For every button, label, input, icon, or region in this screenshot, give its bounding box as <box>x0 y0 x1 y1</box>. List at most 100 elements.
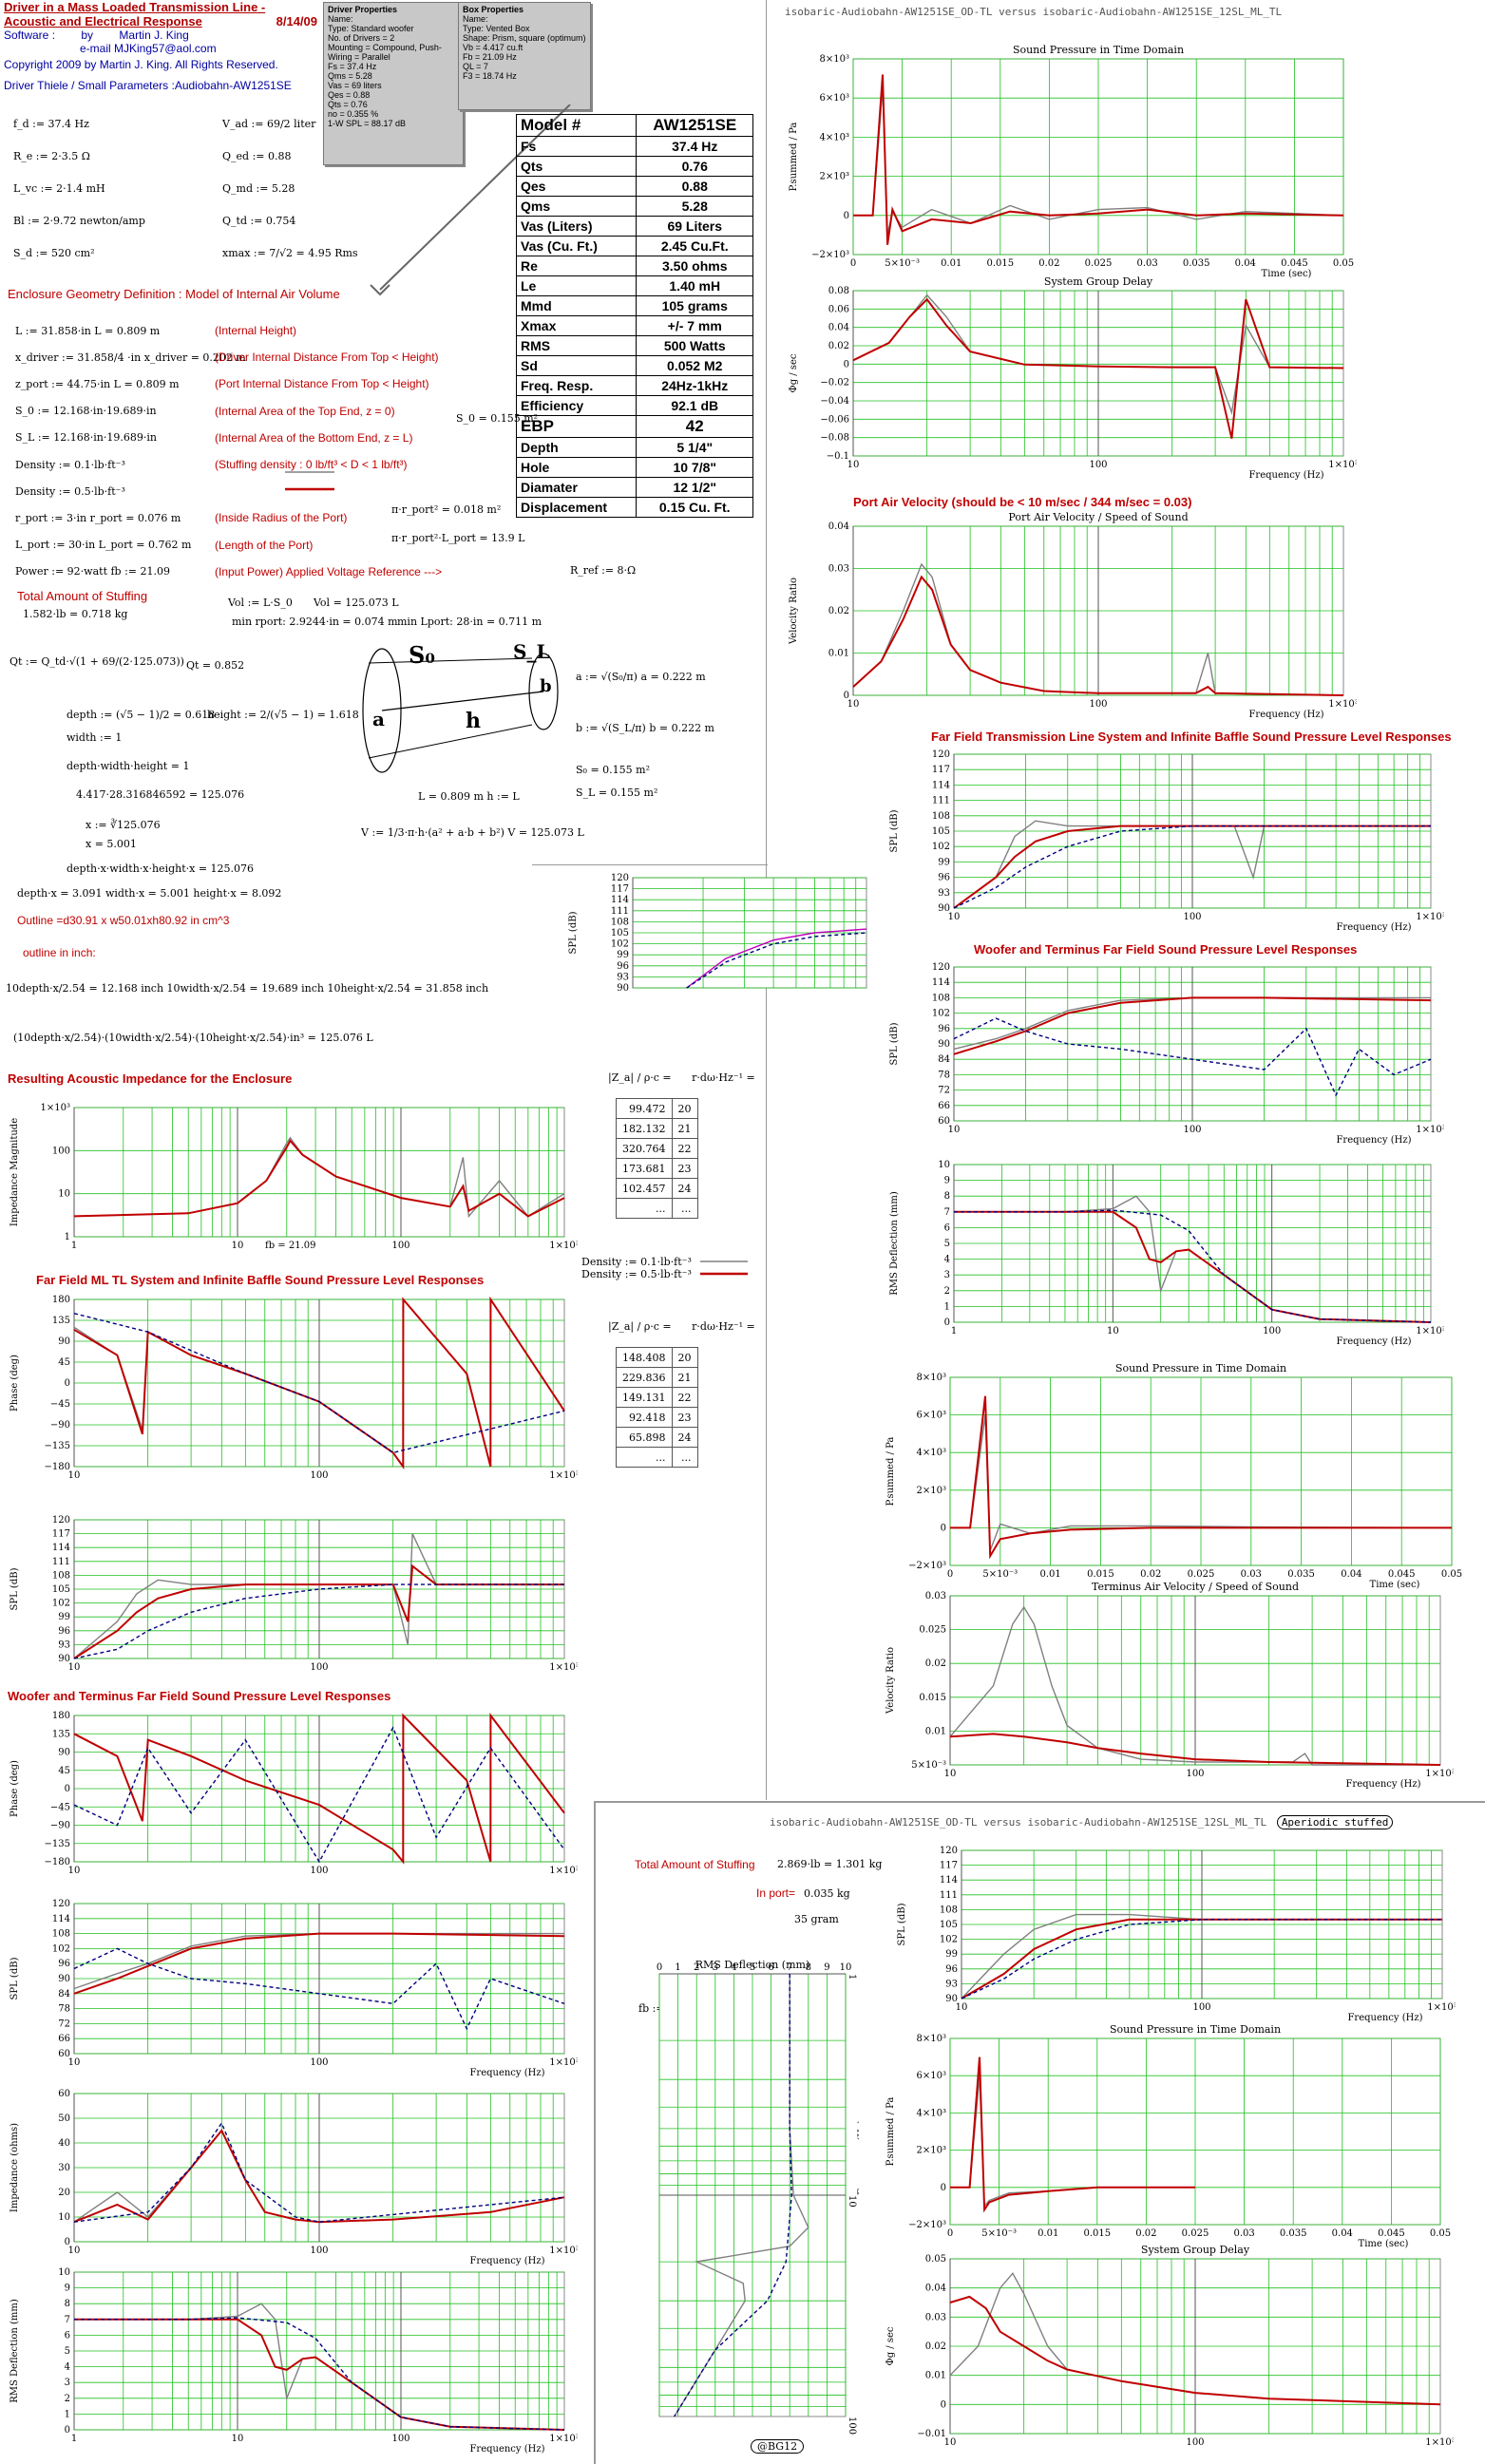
spec-row: Le 1.40 mH <box>515 275 753 296</box>
series-line-1 <box>73 1139 565 1218</box>
x-tick-label: 0 <box>947 2228 953 2239</box>
y-tick-label: 102 <box>52 1599 70 1609</box>
y-tick-label: 90 <box>58 1654 70 1664</box>
software-label: Software : <box>4 28 56 42</box>
chart-bottom-time: Sound Pressure in Time Domain−2×10³02×10… <box>885 2023 1451 2249</box>
title-line1: Driver in a Mass Loaded Transmission Lin… <box>4 0 266 14</box>
spec-value: 0.052 M2 <box>636 355 753 376</box>
imp-freq: 24 <box>671 1427 698 1448</box>
y-tick-label: 4 <box>944 1255 950 1265</box>
geometry-eq: Density := 0.1·lb·ft⁻³ <box>15 458 125 471</box>
x-axis-label: Frequency (Hz) <box>1248 710 1323 720</box>
y-tick-label: 102 <box>52 1943 70 1954</box>
x-tick-label: 0.015 <box>1083 2228 1111 2239</box>
y-tick-label: 5 <box>750 1962 755 1973</box>
imp-freq: 24 <box>671 1178 698 1199</box>
spec-label: Displacement <box>515 497 638 518</box>
series-line-1 <box>73 1932 565 1995</box>
ts-param-row: L_vc := 2·1.4 mH Q_md := 5.28 <box>13 182 412 215</box>
series-line-1 <box>73 2129 565 2224</box>
imp-table2-head: |Z_a| / ρ·c = r·dω·Hz⁻¹ = <box>608 1320 755 1333</box>
x-tick-label: 0.03 <box>1233 2228 1254 2239</box>
y-tick-label: 0.01 <box>828 649 849 659</box>
series-line-1 <box>953 996 1432 1055</box>
imp-table1-head-a: |Z_a| / ρ·c = <box>608 1071 672 1084</box>
y-tick-label: 3 <box>65 2378 70 2388</box>
x-val: x = 5.001 <box>86 838 137 850</box>
x-axis-label: Time (sec) <box>1359 2239 1409 2249</box>
x-axis-label: Frequency (Hz) <box>1336 1336 1411 1347</box>
x-tick-label: 0.045 <box>1281 258 1308 269</box>
box-properties-popup[interactable]: Box Properties Name: Type: Vented Box Shap… <box>458 2 591 110</box>
spec-value: 12 1/2" <box>636 477 753 498</box>
email[interactable]: e-mail MJKing57@aol.com <box>80 42 217 55</box>
spec-row: Qes 0.88 <box>515 176 753 197</box>
geometry-note: (Internal Height) <box>215 324 297 338</box>
imp-table2-head-a: |Z_a| / ρ·c = <box>608 1320 672 1333</box>
spec-value: 0.88 <box>636 176 753 197</box>
geometry-rows: L := 31.858·in L = 0.809 m (Internal Heig… <box>15 317 509 585</box>
spec-row: Qms 5.28 <box>515 196 753 217</box>
frustum-diagram: S₀ S_L a b h <box>362 640 559 773</box>
y-tick-label: 0.03 <box>925 2312 946 2322</box>
y-tick-label: 96 <box>945 1964 958 1975</box>
imp-freq: 23 <box>671 1407 698 1428</box>
x-tick-label: 100 <box>1089 699 1107 710</box>
imp-row: 173.681 23 <box>616 1158 698 1179</box>
x-axis-label: Time (sec) <box>1262 269 1312 279</box>
bottom-in-port: In port= <box>756 1886 796 1900</box>
y-axis-label: Phase (deg) <box>10 1355 20 1412</box>
imp-value: 182.132 <box>616 1118 673 1139</box>
imp-freq: 20 <box>671 1098 698 1119</box>
imp-value: 102.457 <box>616 1178 673 1199</box>
y-tick-label: 0.015 <box>919 1693 946 1703</box>
density-legend: Density := 0.1·lb·ft⁻³ Density := 0.5·lb… <box>581 1256 752 1280</box>
y-tick-label: 5 <box>65 2346 70 2357</box>
y-axis-label: SPL (dB) <box>10 1567 20 1610</box>
geometry-note: (Internal Area of the Top End, z = 0) <box>215 404 395 418</box>
y-tick-label: 96 <box>58 1626 70 1637</box>
y-tick-label: 90 <box>938 1039 950 1050</box>
imp-value: 173.681 <box>616 1158 673 1179</box>
y-tick-label: 105 <box>611 928 629 938</box>
spec-value: 24Hz-1kHz <box>636 375 753 396</box>
bottom-caption-text: isobaric-Audiobahn-AW1251SE_OD-TL versus… <box>770 1816 1267 1829</box>
x-tick-label: 100 <box>1192 2002 1210 2013</box>
spec-label: EBP <box>515 415 638 438</box>
y-tick-label: 96 <box>938 1024 950 1034</box>
x-tick-label: 1×10³ <box>1427 2002 1456 2013</box>
woofer-heading-right: Woofer and Terminus Far Field Sound Pres… <box>974 942 1358 957</box>
x-tick-label: 0.04 <box>1341 1569 1361 1580</box>
driver-properties-popup-line: no = 0.355 % <box>328 109 379 119</box>
series-line-1 <box>949 1733 1441 1766</box>
driver-params-heading: Driver Thiele / Small Parameters :Audiob… <box>4 79 292 92</box>
spec-table: Model # AW1251SE Fs 37.4 Hz Qts 0.76 Qes 0.88 Qm… <box>515 114 753 518</box>
spec-value: 0.15 Cu. Ft. <box>636 497 753 518</box>
geometry-eq: L := 31.858·in L = 0.809 m <box>15 324 161 337</box>
y-tick-label: 60 <box>58 2089 70 2099</box>
driver-properties-popup-line: Name: <box>328 14 353 24</box>
y-tick-label: 7 <box>787 1962 792 1973</box>
y-tick-label: 120 <box>940 1846 958 1856</box>
imp-value: ... <box>616 1198 673 1219</box>
y-tick-label: 96 <box>938 873 950 883</box>
x-tick-label: 0.05 <box>1430 2228 1451 2239</box>
y-tick-label: 6 <box>944 1223 950 1233</box>
y-tick-label: 96 <box>58 1959 70 1969</box>
y-tick-label: −45 <box>50 1802 70 1812</box>
x-tick-label: 1×10³ <box>549 2246 578 2256</box>
y-tick-label: 0 <box>944 1317 950 1328</box>
driver-properties-popup-line: Vas = 69 liters <box>328 81 382 90</box>
driver-properties-popup[interactable]: Driver Properties Name: Type: Standard wo… <box>323 2 464 165</box>
y-tick-label: 0.01 <box>925 1726 946 1736</box>
y-tick-label: −0.1 <box>827 451 849 462</box>
series-line-1 <box>852 297 1344 439</box>
bottom-gram: 35 gram <box>794 1913 839 1925</box>
density-legend-line-2 <box>700 1272 749 1276</box>
chart-bottom-group-delay: System Group Delay −0.01 0 0.01 0.02 0.03 0.04… <box>885 2244 1454 2448</box>
y-axis-label: Velocity Ratio <box>885 1647 896 1715</box>
y-tick-label: 102 <box>611 939 629 950</box>
y-tick-label: 6×10³ <box>917 1411 946 1421</box>
spec-label: Qms <box>515 196 638 217</box>
